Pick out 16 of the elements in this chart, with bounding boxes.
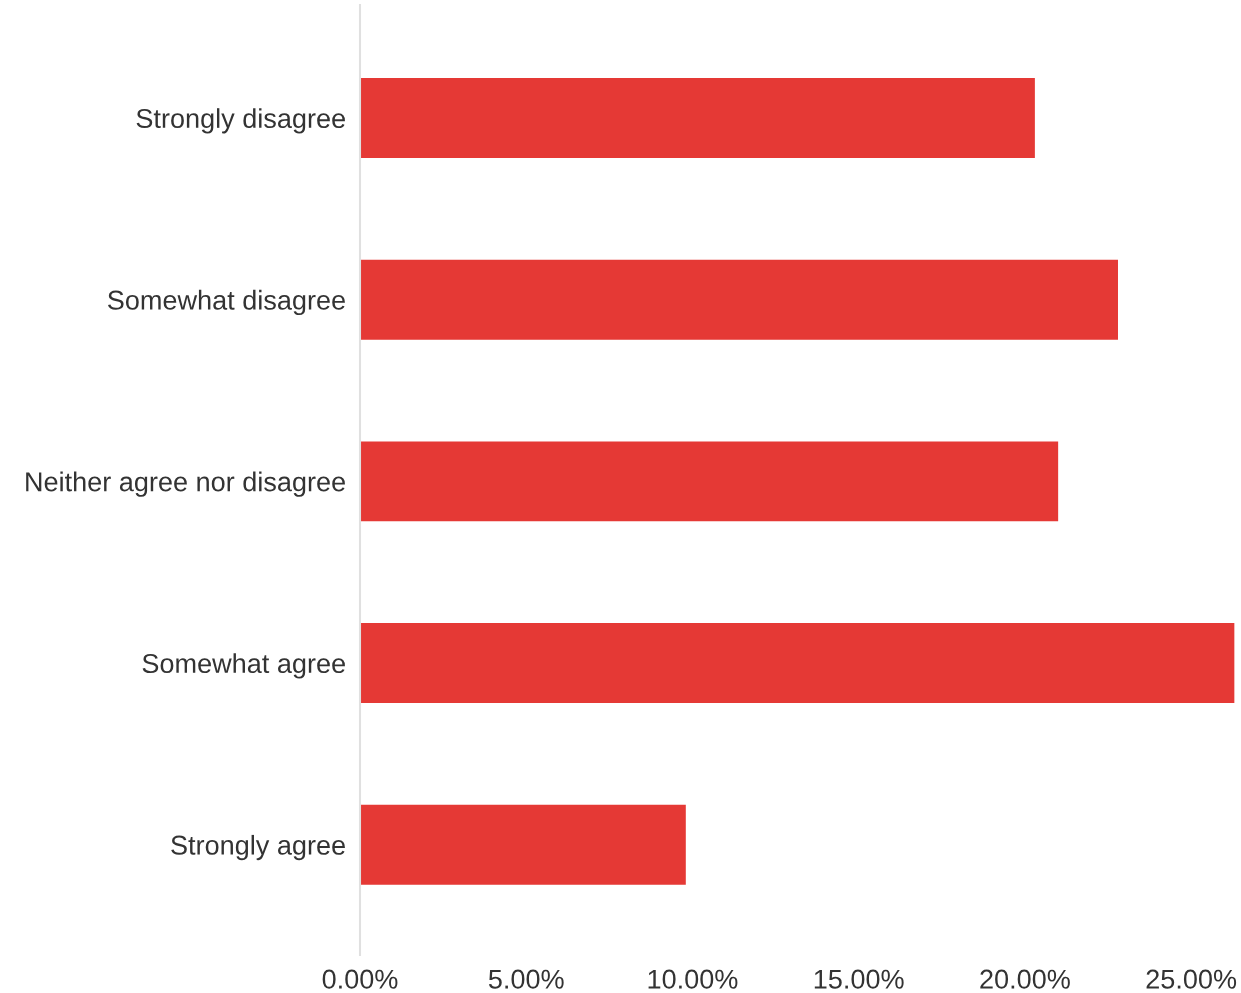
bar [360, 259, 1118, 340]
y-tick-label: Somewhat disagree [107, 289, 345, 316]
bar [360, 441, 1059, 522]
x-tick-label: 0.00% [322, 969, 398, 989]
y-tick-label: Strongly agree [171, 834, 345, 861]
y-tick-label: Neither agree nor disagree [26, 471, 345, 497]
x-tick-label: 10.00% [648, 969, 738, 989]
bar [360, 78, 1035, 158]
x-tick-label: 5.00% [488, 969, 564, 989]
x-tick-label: 15.00% [814, 969, 904, 989]
x-tick-label: 25.00% [1146, 969, 1237, 989]
bar [360, 623, 1235, 704]
x-tick-label: 20.00% [980, 969, 1070, 989]
bar [360, 804, 686, 885]
y-tick-label: Somewhat agree [142, 653, 345, 679]
y-tick-label: Strongly disagree [136, 108, 345, 134]
